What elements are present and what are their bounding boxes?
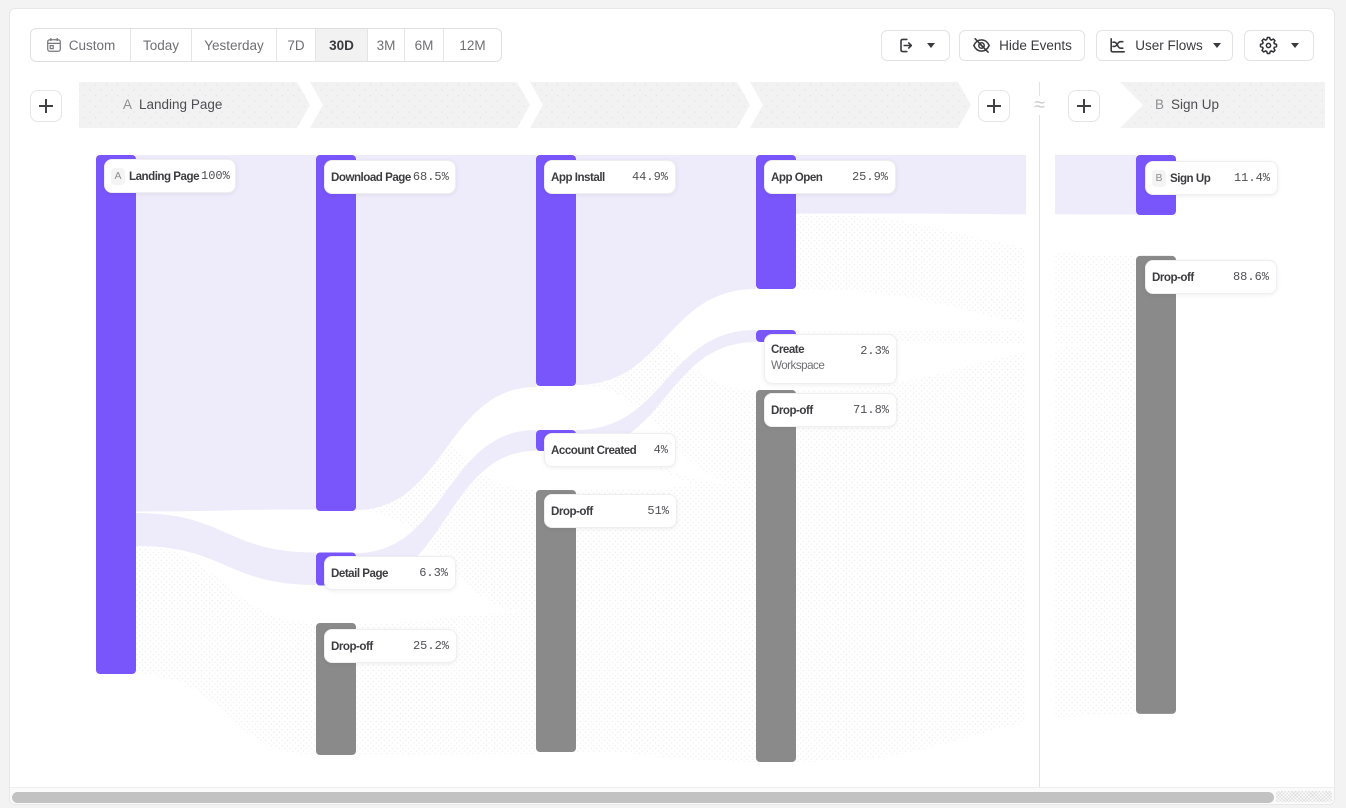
svg-text:≈: ≈ (1034, 94, 1045, 116)
